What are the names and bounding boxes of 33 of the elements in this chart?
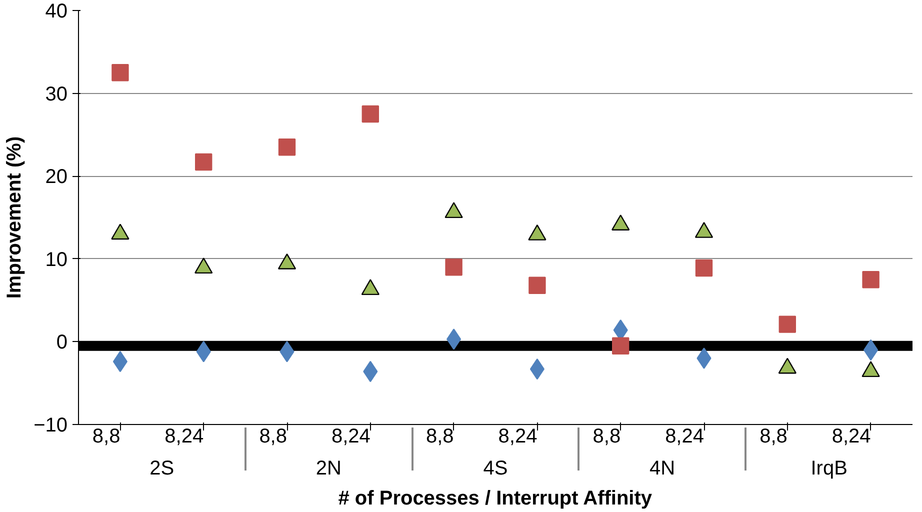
- text: IrqB: [810, 458, 848, 480]
- x-tick-label: 8,24: [665, 426, 704, 448]
- x-tick-label: 8,24: [331, 426, 370, 448]
- y-tick-label: 30: [45, 83, 68, 106]
- point: [778, 316, 796, 333]
- x-tick-label: 8,24: [498, 426, 538, 448]
- x-tick-label: 8,24: [164, 426, 204, 448]
- y-tick-label: −10: [34, 414, 68, 436]
- y-tick-label: 20: [45, 166, 68, 188]
- y-tick-label: 0: [56, 332, 68, 354]
- x-axis-title: # of Processes / Interrupt Affinity: [338, 488, 653, 510]
- point: [112, 64, 129, 82]
- point: [862, 271, 880, 288]
- x-tick-label: 8,8: [592, 426, 621, 448]
- y-axis-title: Improvement (%): [4, 136, 26, 299]
- x-tick-label: 8,24: [832, 426, 871, 448]
- x-tick-label: 8,8: [426, 426, 454, 448]
- x-tick-label: 8,8: [92, 426, 120, 448]
- x-tick-label: 8,8: [760, 426, 788, 448]
- x-tick-label: 8,8: [259, 426, 288, 448]
- text: 4S: [483, 458, 508, 480]
- point: [362, 105, 379, 123]
- point: [445, 258, 462, 276]
- y-tick-label: 10: [45, 248, 68, 271]
- point: [528, 276, 546, 294]
- text: 4N: [650, 458, 676, 480]
- text: 2N: [316, 458, 342, 480]
- text: 2S: [150, 458, 174, 480]
- point: [612, 337, 630, 354]
- y-tick-label: 40: [45, 0, 68, 22]
- point: [195, 153, 212, 171]
- point: [278, 138, 296, 156]
- point: [695, 259, 713, 277]
